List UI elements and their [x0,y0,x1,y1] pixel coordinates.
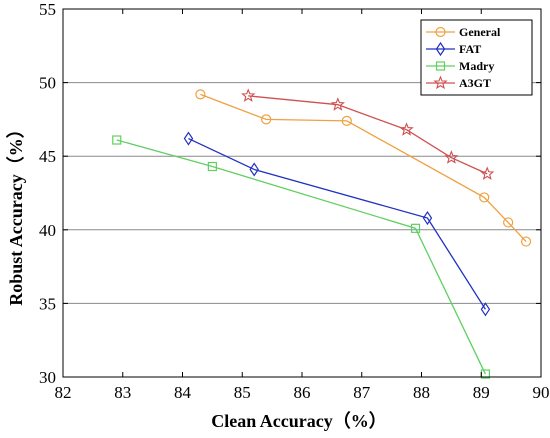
x-tick-label: 85 [234,383,251,402]
x-tick-label: 82 [55,383,72,402]
y-tick-label: 50 [39,74,56,93]
data-point-madry [112,135,122,145]
series-madry [112,135,491,379]
legend-label-general: General [459,25,501,39]
series-line-general [200,93,527,243]
x-tick-label: 83 [114,383,131,402]
data-point-general [479,192,490,203]
y-axis-title: Robust Accuracy（%） [6,120,26,306]
x-tick-label: 90 [533,383,550,402]
legend-marker-madry [435,61,446,71]
legend-label-madry: Madry [459,59,494,73]
legend-marker-fat [435,41,446,57]
legend-label-a3gt: A3GT [459,76,491,90]
data-point-fat [422,210,433,226]
legend-label-fat: FAT [459,42,481,56]
x-tick-label: 86 [294,383,311,402]
series-line-a3gt [248,95,488,175]
series-general [195,89,532,247]
y-tick-label: 55 [39,0,56,19]
series-layer [112,88,532,379]
data-point-madry [410,223,421,233]
data-point-general [503,217,514,228]
data-point-general [261,114,272,125]
data-point-a3gt [480,166,495,180]
series-line-madry [116,139,487,375]
data-point-a3gt [399,122,414,136]
series-a3gt [241,88,495,180]
data-point-general [520,236,532,247]
x-tick-label: 89 [473,383,490,402]
legend-marker-a3gt [433,75,448,90]
y-tick-label: 30 [39,368,56,387]
data-point-a3gt [444,150,459,164]
y-tick-label: 40 [39,221,56,240]
data-point-general [341,115,352,126]
y-tick-label: 45 [39,147,56,166]
axes [62,8,542,378]
x-tick-label: 84 [174,383,192,402]
series-fat [183,131,491,317]
data-point-fat [249,162,259,177]
data-point-fat [183,131,194,146]
data-point-a3gt [330,97,345,111]
data-point-madry [207,161,217,172]
data-point-fat [480,302,491,317]
data-point-general [195,89,206,100]
legend-marker-general [435,26,446,38]
data-point-a3gt [241,88,256,102]
x-tick-label: 87 [353,383,371,402]
x-axis-title: Clean Accuracy（%） [211,411,386,431]
y-tick-label: 35 [39,294,56,313]
x-tick-label: 88 [413,383,430,402]
tick-labels: 82 83 84 85 86 87 88 89 90 30 35 40 45 50 55 [39,0,550,402]
grid-lines [63,82,541,304]
series-line-fat [188,137,486,310]
legend: General FAT Madry A3GT [420,19,533,96]
